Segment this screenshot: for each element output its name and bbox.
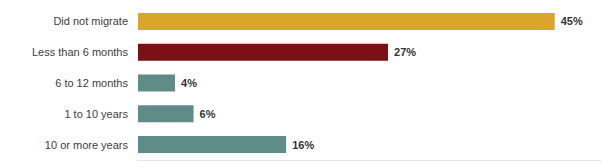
svg-text:16%: 16% [292,139,314,151]
svg-text:4%: 4% [181,77,197,89]
svg-text:Less than 6 months: Less than 6 months [32,46,129,58]
svg-text:6 to 12 months: 6 to 12 months [55,77,128,89]
svg-text:1 to 10 years: 1 to 10 years [64,108,128,120]
svg-text:Did not migrate: Did not migrate [53,15,128,27]
svg-text:27%: 27% [394,46,416,58]
svg-text:45%: 45% [561,15,583,27]
svg-text:6%: 6% [200,108,216,120]
svg-text:10 or more years: 10 or more years [45,139,129,151]
